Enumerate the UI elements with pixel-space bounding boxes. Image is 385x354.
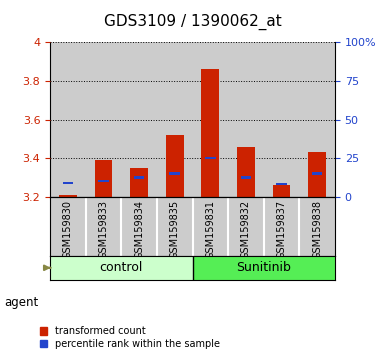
Bar — [300, 197, 335, 256]
Bar — [166, 135, 184, 196]
Bar — [237, 147, 255, 196]
Bar — [50, 256, 192, 280]
Bar — [130, 168, 148, 196]
Bar — [95, 160, 112, 196]
Bar — [192, 197, 228, 256]
Bar — [50, 42, 85, 197]
Bar — [300, 42, 335, 197]
Bar — [201, 69, 219, 196]
Bar — [59, 195, 77, 196]
Text: GDS3109 / 1390062_at: GDS3109 / 1390062_at — [104, 14, 281, 30]
Bar — [192, 42, 228, 197]
Text: Sunitinib: Sunitinib — [236, 261, 291, 274]
Bar — [228, 197, 264, 256]
Bar — [228, 42, 264, 197]
Bar — [98, 180, 109, 182]
Bar — [276, 183, 287, 185]
Bar — [308, 152, 326, 196]
Bar — [273, 185, 290, 196]
Bar — [157, 42, 192, 197]
Text: GSM159838: GSM159838 — [312, 200, 322, 259]
Text: GSM159834: GSM159834 — [134, 200, 144, 259]
Bar — [169, 172, 180, 175]
Bar — [85, 42, 121, 197]
Bar — [62, 182, 73, 184]
Bar — [264, 197, 300, 256]
Bar — [264, 42, 300, 197]
Bar — [157, 197, 192, 256]
Bar — [121, 42, 157, 197]
Text: GSM159833: GSM159833 — [99, 200, 109, 259]
Bar — [85, 197, 121, 256]
Bar — [50, 197, 85, 256]
Bar — [121, 197, 157, 256]
Text: agent: agent — [4, 296, 38, 309]
Bar — [192, 256, 335, 280]
Bar — [134, 176, 144, 179]
Text: GSM159837: GSM159837 — [276, 200, 286, 259]
Text: GSM159835: GSM159835 — [170, 200, 180, 259]
Text: GSM159831: GSM159831 — [205, 200, 215, 259]
Text: control: control — [100, 261, 143, 274]
Text: GSM159830: GSM159830 — [63, 200, 73, 259]
Text: GSM159832: GSM159832 — [241, 200, 251, 259]
Bar — [205, 157, 216, 159]
Bar — [312, 172, 323, 175]
Bar — [241, 176, 251, 179]
Legend: transformed count, percentile rank within the sample: transformed count, percentile rank withi… — [40, 326, 220, 349]
